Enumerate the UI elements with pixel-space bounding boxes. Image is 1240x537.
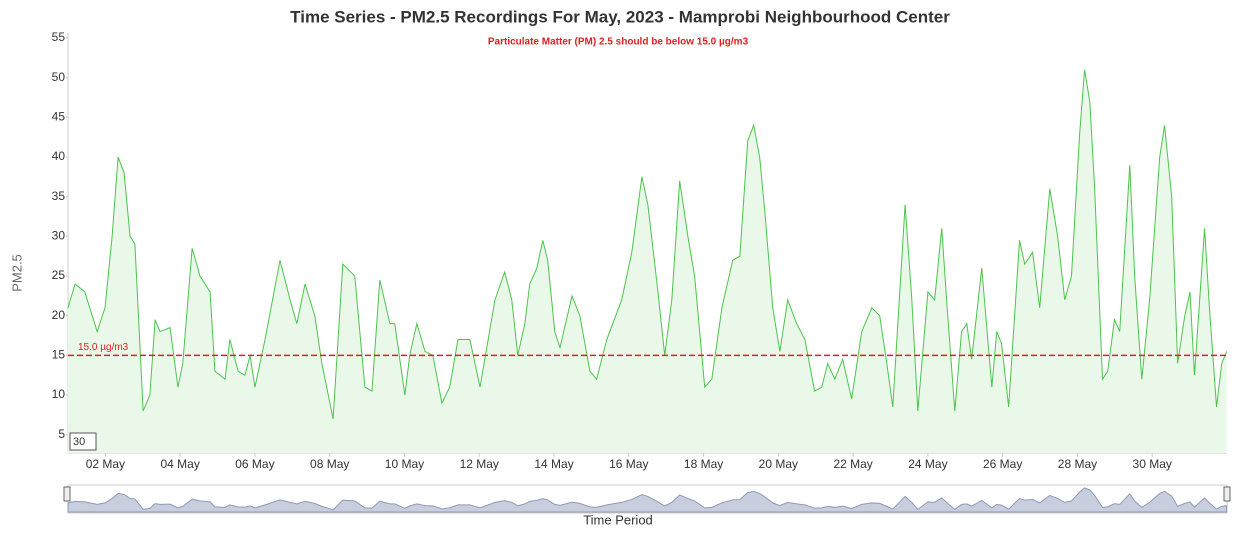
- y-axis-label: PM2.5: [9, 254, 24, 292]
- y-tick-label: 45: [52, 110, 66, 124]
- y-tick-label: 20: [52, 308, 66, 322]
- x-tick-label: 18 May: [684, 457, 723, 471]
- x-tick-label: 06 May: [235, 457, 274, 471]
- y-tick-label: 35: [52, 189, 66, 203]
- x-tick-label: 08 May: [310, 457, 349, 471]
- x-tick-label: 16 May: [609, 457, 648, 471]
- x-tick-label: 30 May: [1133, 457, 1172, 471]
- y-tick-label: 25: [52, 268, 66, 282]
- x-tick-label: 24 May: [908, 457, 947, 471]
- x-tick-label: 04 May: [160, 457, 199, 471]
- x-tick-label: 02 May: [86, 457, 125, 471]
- input-box: [69, 432, 97, 451]
- navigator-area: [67, 487, 1228, 513]
- chart-subtitle: Particulate Matter (PM) 2.5 should be be…: [488, 37, 749, 48]
- y-tick-label: 10: [52, 387, 66, 401]
- y-tick-label: 15: [52, 348, 66, 362]
- y-tick-label: 55: [52, 30, 66, 44]
- x-tick-label: 14 May: [534, 457, 573, 471]
- x-tick-label: 28 May: [1058, 457, 1097, 471]
- area-fill: [68, 69, 1227, 453]
- input-box-text: 30: [73, 436, 85, 448]
- threshold-label: 15.0 µg/m3: [78, 342, 129, 353]
- y-tick-label: 30: [52, 229, 66, 243]
- x-tick-label: 20 May: [759, 457, 798, 471]
- chart-title: Time Series - PM2.5 Recordings For May, …: [290, 7, 950, 26]
- x-tick-label: 12 May: [460, 457, 499, 471]
- x-tick-label: 26 May: [983, 457, 1022, 471]
- navigator-handle[interactable]: [1223, 486, 1231, 502]
- navigator-handle[interactable]: [63, 486, 71, 502]
- y-tick-label: 50: [52, 70, 66, 84]
- y-tick-label: 40: [52, 149, 66, 163]
- x-tick-label: 10 May: [385, 457, 424, 471]
- x-axis-label: Time Period: [583, 512, 653, 527]
- y-tick-label: 5: [58, 427, 65, 441]
- x-tick-label: 22 May: [833, 457, 872, 471]
